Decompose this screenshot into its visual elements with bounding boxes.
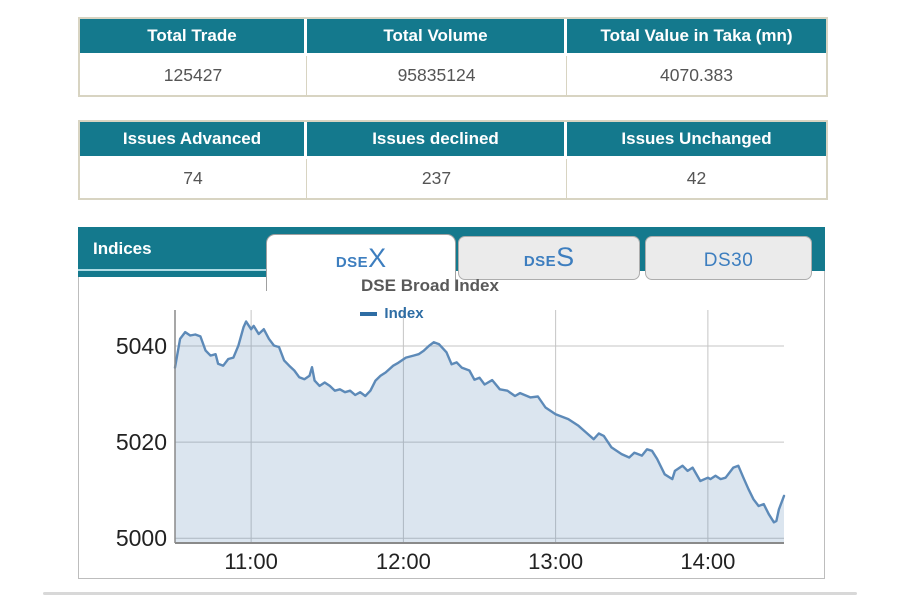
tab-dsex-label-suffix: X [368, 243, 387, 273]
tab-ds30[interactable]: DS30 [645, 236, 812, 280]
trade-summary-table: Total Trade Total Volume Total Value in … [78, 17, 828, 97]
svg-text:14:00: 14:00 [680, 549, 735, 574]
table-value-row: 74 237 42 [80, 159, 826, 198]
column-header-total-volume: Total Volume [307, 19, 567, 56]
chart-legend: Index [312, 305, 472, 322]
column-header-issues-unchanged: Issues Unchanged [567, 122, 826, 159]
total-value-taka: 4070.383 [567, 56, 826, 95]
index-chart-svg: 11:00 12:00 13:00 14:00 5000 5020 5040 [116, 310, 786, 574]
issues-summary-table: Issues Advanced Issues declined Issues U… [78, 120, 828, 200]
svg-text:11:00: 11:00 [224, 549, 277, 574]
svg-text:5020: 5020 [116, 429, 167, 455]
tab-dses-label-suffix: S [556, 242, 575, 272]
tab-dsex-label-prefix: DSE [335, 254, 369, 271]
tab-ds30-label: DS30 [703, 250, 754, 271]
svg-text:5000: 5000 [116, 525, 167, 551]
index-chart-panel: 11:00 12:00 13:00 14:00 5000 5020 5040 [78, 270, 825, 579]
column-header-issues-advanced: Issues Advanced [80, 122, 307, 159]
table-value-row: 125427 95835124 4070.383 [80, 56, 826, 95]
table-header-row: Issues Advanced Issues declined Issues U… [80, 122, 826, 159]
indices-header-left: Indices [78, 227, 268, 277]
legend-series-label: Index [384, 305, 424, 322]
footer-separator [43, 592, 857, 595]
column-header-total-trade: Total Trade [80, 19, 307, 56]
tab-dses[interactable]: DSES [458, 236, 640, 280]
total-trade-value: 125427 [80, 56, 307, 95]
column-header-issues-declined: Issues declined [307, 122, 567, 159]
issues-advanced-value: 74 [80, 159, 307, 198]
indices-title: Indices [93, 239, 152, 258]
total-volume-value: 95835124 [307, 56, 567, 95]
svg-text:12:00: 12:00 [376, 549, 431, 574]
table-header-row: Total Trade Total Volume Total Value in … [80, 19, 826, 56]
issues-unchanged-value: 42 [567, 159, 826, 198]
tab-dsex[interactable]: DSEX [266, 234, 456, 291]
svg-text:13:00: 13:00 [528, 549, 583, 574]
tab-dses-label-prefix: DSE [523, 253, 557, 270]
svg-text:5040: 5040 [116, 333, 167, 359]
legend-line-swatch [360, 311, 378, 316]
column-header-total-value: Total Value in Taka (mn) [567, 19, 826, 56]
issues-declined-value: 237 [307, 159, 567, 198]
chart-title: DSE Broad Index [361, 276, 499, 295]
